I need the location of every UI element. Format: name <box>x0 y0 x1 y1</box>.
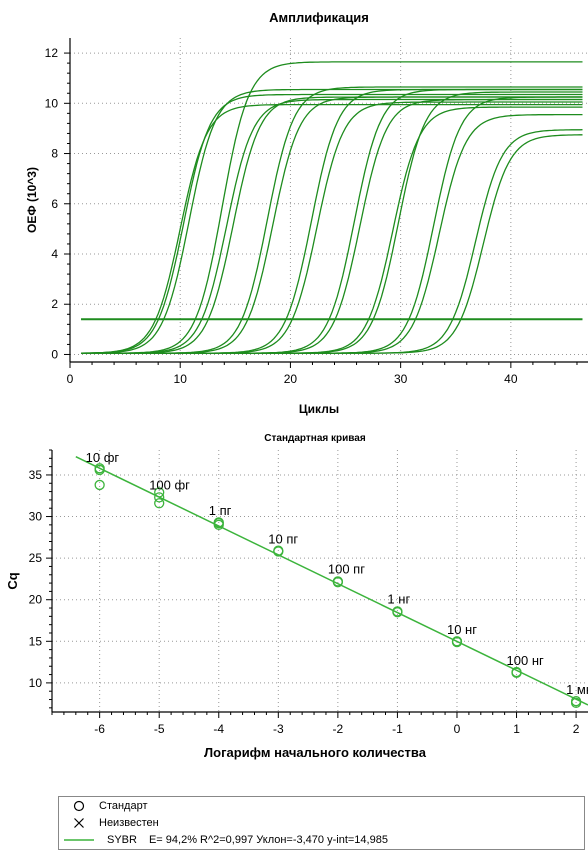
point-annotation: 100 нг <box>507 653 544 668</box>
x-tick-label: -4 <box>213 722 224 736</box>
x-tick-label: 40 <box>504 372 518 386</box>
x-tick-label: -2 <box>333 722 344 736</box>
y-tick-label: 35 <box>29 468 43 482</box>
y-tick-label: 15 <box>29 634 43 648</box>
legend-unknown-label: Неизвестен <box>99 817 159 829</box>
x-tick-label: 10 <box>174 372 188 386</box>
legend-sybr-stats: E= 94,2% R^2=0,997 Уклон=-3,470 y-int=14… <box>148 834 388 846</box>
x-tick-label: 30 <box>394 372 408 386</box>
point-annotation: 10 пг <box>268 531 298 546</box>
x-tick-label: -6 <box>94 722 105 736</box>
y-tick-label: 20 <box>29 593 43 607</box>
point-annotation: 1 пг <box>209 503 232 518</box>
y-tick-label: 30 <box>29 510 43 524</box>
amplification-chart: Амплификация 0 10 20 30 40 0 2 4 6 8 10 12 Циклы ОЕФ (… <box>25 10 588 416</box>
data-point <box>332 577 344 588</box>
data-point <box>273 546 284 557</box>
x-axis-label: Циклы <box>299 402 339 416</box>
legend-item-standard: Стандарт <box>59 798 148 814</box>
circle-marker-icon <box>59 800 99 812</box>
legend-sybr-label: SYBR <box>107 834 137 846</box>
x-axis-label: Логарифм начального количества <box>204 745 427 760</box>
data-point <box>570 696 582 707</box>
x-tick-label: 2 <box>573 722 580 736</box>
y-axis-label: ОЕФ (10^3) <box>25 167 39 233</box>
x-tick-label: 0 <box>67 372 74 386</box>
y-tick-label: 2 <box>51 297 58 311</box>
y-tick-label: 25 <box>29 551 43 565</box>
y-tick-label: 4 <box>51 247 58 261</box>
data-point <box>94 463 105 474</box>
data-point <box>511 666 522 678</box>
x-tick-label: -1 <box>392 722 403 736</box>
x-tick-label: 0 <box>454 722 461 736</box>
x-tick-label: 20 <box>284 372 298 386</box>
legend-item-unknown: Неизвестен <box>59 815 159 831</box>
x-tick-label: -3 <box>273 722 284 736</box>
y-tick-label: 8 <box>51 147 58 161</box>
amplification-curve-18 <box>81 134 583 354</box>
line-marker-icon <box>59 837 99 843</box>
point-annotation: 100 фг <box>149 477 190 492</box>
data-point <box>154 498 165 509</box>
x-marker-icon <box>59 817 99 829</box>
amplification-curve-1 <box>80 103 583 354</box>
y-axis-label: Cq <box>5 572 20 589</box>
y-tick-label: 0 <box>51 347 58 361</box>
data-point <box>451 636 463 647</box>
point-annotation: 1 нг <box>387 591 410 606</box>
point-annotation: 1 мкг <box>566 682 588 697</box>
amplification-curve-4 <box>81 61 583 354</box>
y-tick-label: 6 <box>51 197 58 211</box>
data-point <box>94 479 105 491</box>
point-annotation: 10 нг <box>447 622 477 637</box>
legend-standard-label: Стандарт <box>99 800 148 812</box>
legend: Стандарт Неизвестен SYBR E= 94,2% R^2=0,… <box>58 796 585 850</box>
data-point <box>154 487 165 498</box>
data-point <box>392 607 403 618</box>
data-point <box>154 492 165 503</box>
point-annotation: 10 фг <box>86 450 120 465</box>
data-point <box>213 518 224 529</box>
amplification-curve-2 <box>81 93 583 354</box>
x-tick-label: 1 <box>513 722 520 736</box>
x-tick-label: -5 <box>154 722 165 736</box>
y-tick-label: 10 <box>45 96 59 110</box>
chart-title: Амплификация <box>269 10 369 25</box>
legend-item-sybr: SYBR E= 94,2% R^2=0,997 Уклон=-3,470 y-i… <box>59 832 388 848</box>
fit-line <box>75 456 588 706</box>
y-tick-label: 12 <box>45 46 59 60</box>
y-tick-label: 10 <box>29 676 43 690</box>
point-annotation: 100 пг <box>328 561 365 576</box>
chart-title: Стандартная кривая <box>264 433 366 444</box>
